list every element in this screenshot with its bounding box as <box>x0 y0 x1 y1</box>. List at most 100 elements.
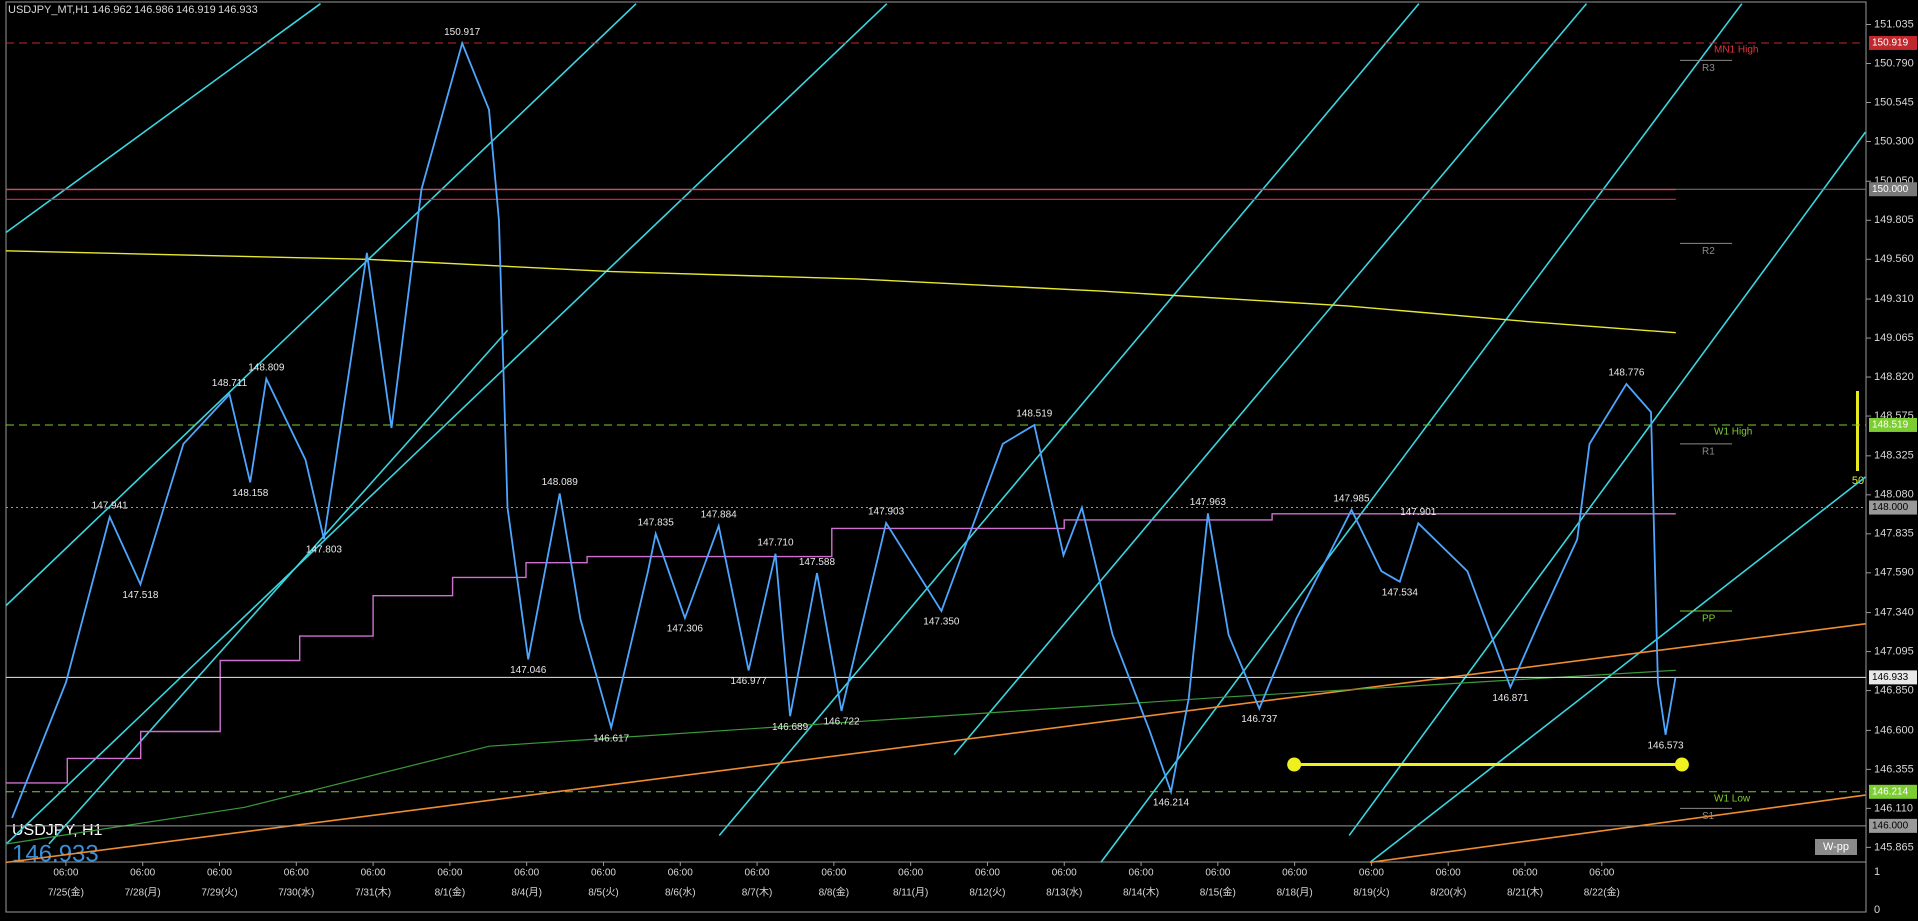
price-label: 148.809 <box>248 362 285 373</box>
price-tag-label: 150.000 <box>1872 184 1909 195</box>
y-tick-label: 146.355 <box>1874 763 1914 775</box>
price-label: 147.941 <box>92 501 129 512</box>
price-label: 147.835 <box>638 517 675 528</box>
price-label: 150.917 <box>444 27 481 38</box>
price-tag-label: 146.000 <box>1872 821 1909 832</box>
x-tick-label: 8/21(木) <box>1507 887 1543 899</box>
y-tick-label: 150.300 <box>1874 135 1914 147</box>
title-row: USDJPY_MT,H1 146.962 146.986 146.919 146… <box>8 4 258 16</box>
price-label: 147.518 <box>122 590 159 601</box>
price-label: 147.901 <box>1400 507 1437 518</box>
x-tick-label: 8/18(月) <box>1277 887 1313 899</box>
bid-price: 146.933 <box>12 840 99 867</box>
button-label[interactable]: W-pp <box>1823 841 1849 853</box>
price-tag <box>1869 784 1917 799</box>
y-tick-label: 149.805 <box>1874 214 1914 226</box>
x-tick-label: 8/12(火) <box>969 887 1005 899</box>
price-label: 146.214 <box>1153 797 1190 808</box>
x-tick-label: 8/8(金) <box>819 886 850 899</box>
price-label: 147.963 <box>1190 497 1227 508</box>
price-label: 147.803 <box>306 545 343 556</box>
pivot-ma <box>6 250 1676 334</box>
pivot-name: R1 <box>1702 447 1715 458</box>
price-tag-label: 148.519 <box>1872 420 1909 431</box>
channel-line <box>718 3 1420 836</box>
x-tick-time: 06:00 <box>284 868 309 879</box>
x-tick-time: 06:00 <box>1282 868 1307 879</box>
x-tick-time: 06:00 <box>361 868 386 879</box>
price-tag-label: 148.000 <box>1872 502 1909 513</box>
pivot-name: R2 <box>1702 246 1715 257</box>
price-tag-label: 146.214 <box>1872 786 1909 797</box>
range-handle <box>1674 757 1689 772</box>
price-label: 148.158 <box>232 488 269 499</box>
x-tick-label: 7/29(火) <box>201 887 237 899</box>
x-tick-label: 8/14(木) <box>1123 887 1159 899</box>
y-tick-label: 147.590 <box>1874 567 1914 579</box>
y-tick-label: 147.095 <box>1874 645 1914 657</box>
price-label: 148.776 <box>1608 368 1645 379</box>
x-tick-label: 8/6(水) <box>665 887 696 899</box>
x-tick-time: 06:00 <box>975 868 1000 879</box>
x-tick-time: 06:00 <box>437 868 462 879</box>
channel-line <box>5 3 888 845</box>
x-tick-time: 06:00 <box>1589 868 1614 879</box>
price-label: 147.588 <box>799 557 836 568</box>
x-tick-time: 06:00 <box>1205 868 1230 879</box>
price-label: 147.710 <box>757 537 794 548</box>
button[interactable] <box>1815 839 1857 855</box>
low: 146.919 <box>176 4 216 16</box>
channel-line <box>1100 3 1743 863</box>
price-tag <box>1869 417 1917 432</box>
close: 146.933 <box>218 4 258 16</box>
x-tick-label: 8/7(木) <box>742 887 773 899</box>
y-tick-label: 148.820 <box>1874 371 1914 383</box>
y-tick-label: 146.110 <box>1874 802 1913 814</box>
pivot-name: PP <box>1702 614 1716 625</box>
x-tick-label: 8/19(火) <box>1353 887 1389 899</box>
x-tick-label: 7/25(金) <box>48 886 84 899</box>
sub-y-tick-label: 0 <box>1874 904 1880 916</box>
high: 146.986 <box>134 4 174 16</box>
price-label: 147.884 <box>701 510 738 521</box>
sub-window-frame <box>5 861 1867 913</box>
price-label: 148.519 <box>1016 409 1053 420</box>
level-name: W1 Low <box>1714 793 1751 804</box>
symbol-period: USDJPY, H1 <box>12 822 103 839</box>
y-tick-label: 150.545 <box>1874 96 1914 108</box>
indicator-bar <box>1856 391 1859 471</box>
price-tag <box>1869 182 1917 197</box>
x-tick-time: 06:00 <box>1513 868 1538 879</box>
x-tick-time: 06:00 <box>514 868 539 879</box>
price-tag <box>1869 500 1917 515</box>
x-tick-label: 8/15(金) <box>1200 886 1236 899</box>
x-tick-label: 7/28(月) <box>125 887 161 899</box>
symbol: USDJPY_MT,H1 <box>8 4 89 16</box>
x-tick-label: 7/31(木) <box>355 887 391 899</box>
x-tick-label: 8/1(金) <box>435 886 466 899</box>
x-tick-time: 06:00 <box>1359 868 1384 879</box>
x-tick-time: 06:00 <box>591 868 616 879</box>
range-handle <box>1287 757 1302 772</box>
x-tick-time: 06:00 <box>207 868 232 879</box>
price-label: 146.689 <box>772 722 809 733</box>
price-label: 147.903 <box>868 507 905 518</box>
x-tick-time: 06:00 <box>53 868 78 879</box>
x-tick-time: 06:00 <box>898 868 923 879</box>
sub-y-tick-label: 1 <box>1874 866 1880 878</box>
price-label: 147.046 <box>510 665 547 676</box>
channel-line <box>5 3 637 607</box>
y-tick-label: 150.790 <box>1874 57 1914 69</box>
price-label: 146.617 <box>593 733 630 744</box>
y-tick-label: 149.560 <box>1874 253 1914 265</box>
price-label: 146.573 <box>1647 740 1684 751</box>
trend-line <box>1369 794 1866 864</box>
long-ma <box>6 669 1676 845</box>
x-tick-time: 06:00 <box>668 868 693 879</box>
price-tag-label: 150.919 <box>1872 38 1909 49</box>
x-tick-time: 06:00 <box>1129 868 1154 879</box>
price-line <box>11 40 1677 819</box>
y-tick-label: 148.080 <box>1874 489 1914 501</box>
